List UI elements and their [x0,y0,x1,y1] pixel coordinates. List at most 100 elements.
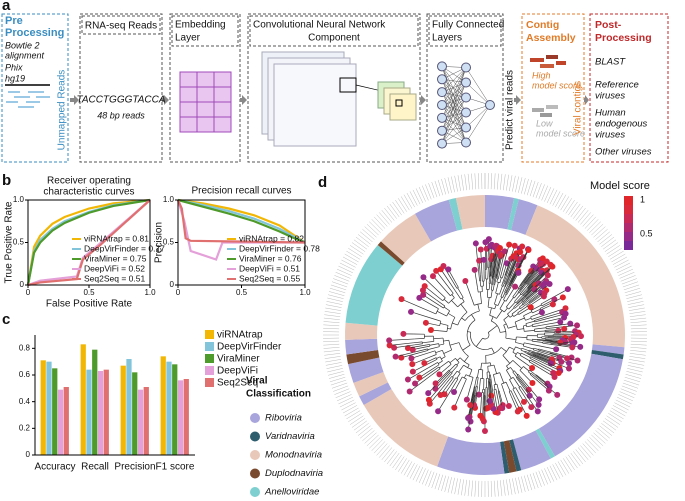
bar [120,365,126,455]
leaf-label-texture [586,439,599,451]
branch [438,343,445,346]
leaf-label-texture [323,327,340,330]
arrow [584,95,589,105]
leaf-label-texture [609,410,624,420]
leaf-label-texture [526,179,533,196]
leaf-dot [480,256,487,263]
branch-arc [519,306,521,309]
branch [531,351,543,357]
branch [481,369,484,379]
branch [487,267,489,280]
leaf-label-texture [336,268,352,276]
x-tick-label: F1 score [156,462,195,473]
leaf-dot [515,269,522,276]
leaf-dot [445,266,452,273]
leaf-dot [514,408,521,415]
branch [508,391,512,397]
leaf-label-texture [560,459,570,474]
leaf-label-texture [608,247,622,257]
leaf-label-texture [329,376,346,383]
box-text: Phix [5,62,23,72]
branch [456,284,459,288]
leaf-dot [574,322,581,329]
branch [493,384,496,390]
leaf-dot [392,353,399,360]
leaf-label-texture [373,216,386,229]
branch [500,251,506,270]
branch [505,381,511,392]
bar [92,349,98,455]
branch [451,365,458,373]
branch [537,339,546,341]
leaf-label-texture [467,173,470,190]
branch [507,307,515,315]
branch [510,367,514,372]
branch [517,374,525,383]
branch [447,285,454,294]
leaf-label-texture [324,314,341,317]
branch [428,354,437,359]
branch [509,283,512,287]
leaf-label-texture [512,478,516,495]
legend-label: DeepViFi = 0.52 [84,263,145,273]
leaf-dot [551,374,558,381]
branch [541,303,547,307]
branch-arc [488,306,495,310]
edge [465,82,491,106]
branch [414,343,423,346]
branch [492,267,495,279]
leaf-label-texture [546,466,555,482]
branch-arc [528,301,530,303]
box-text: Reference [595,80,639,91]
ring-segment [511,199,538,235]
x-tick-label: 0.5 [83,288,95,297]
leaf-label-texture [362,430,375,442]
branch [506,370,512,379]
leaf-dot [512,283,519,290]
leaf-label-texture [630,321,647,324]
branch [501,383,504,391]
leaf-label-texture [384,449,395,463]
leaf-label-texture [490,480,493,497]
branch [439,305,444,309]
branch-arc [514,352,518,357]
leaf-label-texture [349,415,364,425]
branch [534,330,545,333]
cell [196,116,215,133]
branch [433,337,444,340]
leaf-label-texture [608,413,622,423]
branch [520,349,526,353]
branch [456,357,461,361]
branch [517,296,526,305]
branch [487,297,490,308]
leaf-label-texture [441,475,446,492]
branch [519,282,527,291]
leaf-label-texture [471,173,474,190]
branch [446,371,452,378]
ring-segment [525,205,625,348]
leaf-dot [549,301,556,308]
edge [441,67,467,118]
leaf-label-texture [555,462,564,478]
leaf-label-texture [532,181,539,198]
leaf-label-texture [589,436,601,449]
branch [545,339,555,342]
branch [420,345,431,349]
y-tick-label: 0 [26,450,31,459]
branch [539,305,547,309]
cell [213,116,232,133]
ring-segment [485,195,515,230]
leaf-label-texture [323,321,340,324]
leaf-label-texture [515,477,519,494]
branch [510,275,514,283]
x-tick-label: 1.0 [299,288,311,297]
curve [26,198,151,286]
branch [497,296,503,306]
ring-segment [503,440,517,473]
branch [537,317,565,324]
leaf-dot [462,278,469,285]
branch [429,364,440,371]
branch [460,303,468,313]
leaf-label-texture [437,179,444,196]
